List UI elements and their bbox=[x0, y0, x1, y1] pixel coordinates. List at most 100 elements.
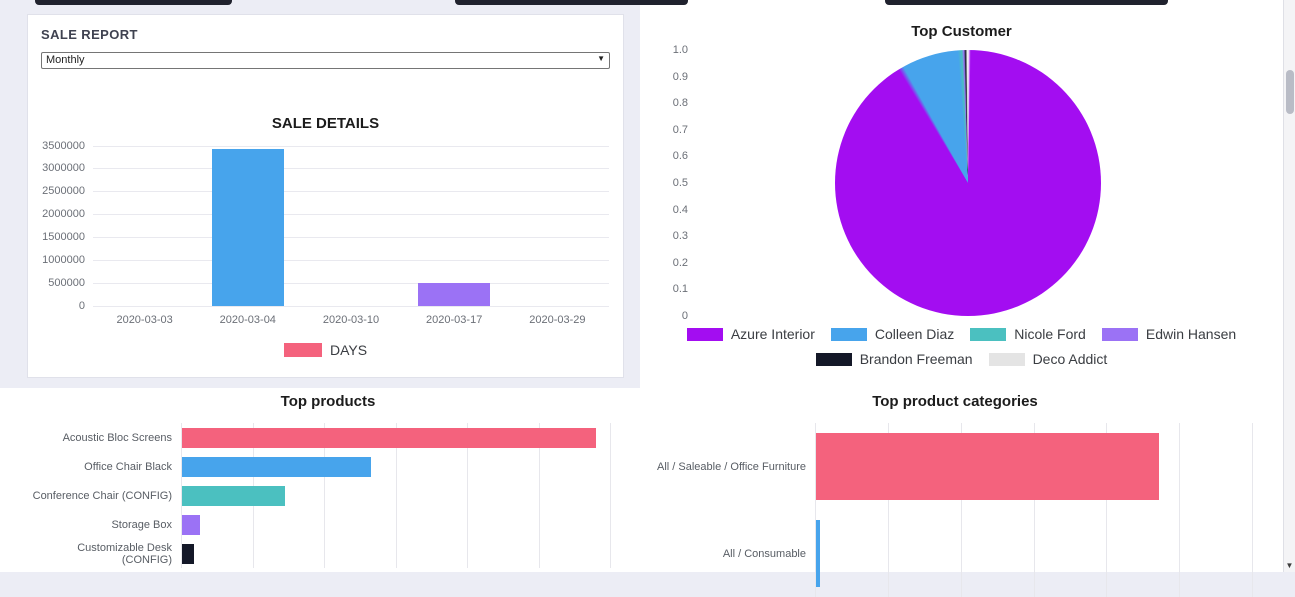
bar bbox=[816, 433, 1160, 500]
legend-item[interactable]: Colleen Diaz bbox=[830, 326, 955, 342]
legend-item[interactable]: Azure Interior bbox=[686, 326, 815, 342]
period-select[interactable]: Monthly bbox=[41, 51, 610, 69]
legend-item[interactable]: Deco Addict bbox=[988, 351, 1108, 367]
top-customer-legend: Azure Interior Colleen Diaz Nicole Ford Edw… bbox=[662, 326, 1262, 367]
x-tick-label: 2020-03-29 bbox=[529, 313, 586, 326]
bar bbox=[182, 427, 596, 448]
legend-label: DAYS bbox=[329, 341, 368, 358]
bar bbox=[182, 543, 194, 564]
gridline bbox=[324, 423, 325, 568]
legend-label: Brandon Freeman bbox=[859, 351, 973, 367]
bar bbox=[816, 520, 821, 587]
top-customer-chart: Top Customer 1.0 0.9 0.8 0.7 0.6 0.5 0.4 0.3 0.2… bbox=[640, 0, 1283, 390]
legend-swatch bbox=[1101, 327, 1138, 341]
legend-item[interactable]: Nicole Ford bbox=[970, 326, 1086, 342]
x-tick-label: 2020-03-04 bbox=[219, 313, 276, 326]
y-tick-label: 0.2 bbox=[672, 256, 688, 269]
bar bbox=[182, 485, 285, 506]
x-tick-label: 2020-03-10 bbox=[322, 313, 380, 326]
legend-label: Deco Addict bbox=[1032, 351, 1108, 367]
gridline bbox=[960, 423, 962, 597]
top-product-categories-title: Top product categories bbox=[872, 393, 1038, 410]
x-tick-label: 2020-03-03 bbox=[116, 313, 173, 326]
legend-label: Edwin Hansen bbox=[1145, 326, 1237, 342]
period-select-wrap: Monthly ▼ bbox=[41, 50, 610, 69]
gridline bbox=[93, 305, 609, 307]
bar bbox=[418, 282, 491, 306]
y-tick-label: 1500000 bbox=[42, 230, 85, 243]
bar bbox=[211, 149, 284, 306]
cutoff-card-edge bbox=[35, 0, 232, 5]
legend-item[interactable]: Brandon Freeman bbox=[815, 351, 973, 367]
top-product-categories-chart: Top product categories All / Saleable / … bbox=[640, 393, 1270, 597]
gridline bbox=[93, 259, 609, 261]
gridline bbox=[93, 214, 609, 216]
gridline bbox=[181, 423, 182, 568]
legend-swatch bbox=[970, 327, 1007, 341]
gridline bbox=[1033, 423, 1035, 597]
gridline bbox=[538, 423, 540, 568]
legend-swatch bbox=[283, 342, 322, 357]
gridline bbox=[1106, 423, 1108, 597]
top-products-category-labels: Acoustic Bloc Screens Office Chair Black C… bbox=[27, 423, 181, 568]
category-label: Office Chair Black bbox=[84, 460, 172, 473]
y-tick-label: 2500000 bbox=[42, 185, 85, 198]
y-tick-label: 0.5 bbox=[672, 177, 688, 189]
category-label: Acoustic Bloc Screens bbox=[62, 431, 172, 444]
gridline bbox=[93, 236, 609, 238]
category-label: Storage Box bbox=[111, 518, 172, 531]
gridline bbox=[93, 191, 609, 193]
y-tick-label: 0.7 bbox=[672, 123, 688, 136]
legend-label: Colleen Diaz bbox=[874, 326, 955, 342]
legend-swatch bbox=[988, 352, 1025, 366]
gridline bbox=[93, 145, 609, 147]
top-products-chart: Top products Acoustic Bloc Screens Office… bbox=[27, 393, 629, 568]
top-product-categories-labels: All / Saleable / Office Furniture All / C… bbox=[640, 423, 815, 597]
gridline bbox=[467, 423, 468, 568]
y-tick-label: 0 bbox=[681, 310, 688, 322]
y-tick-label: 0.6 bbox=[672, 150, 688, 163]
top-customer-title: Top Customer bbox=[911, 23, 1012, 40]
y-tick-label: 3000000 bbox=[42, 162, 85, 175]
gridline bbox=[93, 168, 609, 170]
gridline bbox=[610, 423, 611, 568]
y-tick-label: 3500000 bbox=[42, 139, 85, 152]
y-tick-label: 0.3 bbox=[672, 230, 688, 243]
gridline bbox=[1252, 423, 1253, 597]
gridline bbox=[1179, 423, 1181, 597]
category-label: All / Consumable bbox=[722, 547, 806, 560]
y-tick-label: 0 bbox=[78, 299, 85, 312]
y-tick-label: 0.4 bbox=[672, 203, 688, 216]
vertical-scrollbar[interactable]: ▼ bbox=[1283, 0, 1295, 572]
sale-details-legend[interactable]: DAYS bbox=[41, 342, 610, 358]
y-tick-label: 1.0 bbox=[672, 44, 688, 56]
pie bbox=[835, 50, 1101, 316]
bar bbox=[182, 456, 371, 477]
legend-swatch bbox=[686, 327, 723, 341]
legend-swatch bbox=[830, 327, 867, 341]
x-tick-label: 2020-03-17 bbox=[426, 313, 483, 326]
bar bbox=[182, 514, 201, 535]
y-tick-label: 0.1 bbox=[672, 283, 688, 296]
scrollbar-down-icon[interactable]: ▼ bbox=[1285, 561, 1294, 570]
category-label: All / Saleable / Office Furniture bbox=[657, 460, 806, 473]
top-product-categories-plot bbox=[815, 423, 1253, 597]
gridline bbox=[93, 282, 609, 284]
sale-report-card: SALE REPORT Monthly ▼ SALE DETAILS 35000… bbox=[27, 14, 624, 378]
sale-details-title: SALE DETAILS bbox=[271, 114, 380, 132]
legend-item[interactable]: Edwin Hansen bbox=[1101, 326, 1237, 342]
sale-report-title: SALE REPORT bbox=[41, 27, 138, 42]
top-customer-plot: 1.0 0.9 0.8 0.7 0.6 0.5 0.4 0.3 0.2 0.1 0 bbox=[640, 44, 1283, 324]
gridline bbox=[395, 423, 397, 568]
scrollbar-thumb[interactable] bbox=[1286, 70, 1294, 114]
sale-details-chart: 3500000 3000000 2500000 2000000 1500000 10000… bbox=[42, 140, 609, 326]
category-label: Customizable Desk (CONFIG) bbox=[77, 541, 172, 566]
cutoff-card-edge bbox=[455, 0, 688, 5]
y-tick-label: 0.8 bbox=[672, 97, 688, 110]
legend-label: Azure Interior bbox=[730, 326, 815, 342]
legend-label: Nicole Ford bbox=[1014, 326, 1086, 342]
gridline bbox=[815, 423, 816, 597]
top-products-plot bbox=[181, 423, 611, 568]
legend-swatch bbox=[815, 352, 852, 366]
category-label: Conference Chair (CONFIG) bbox=[32, 489, 172, 502]
